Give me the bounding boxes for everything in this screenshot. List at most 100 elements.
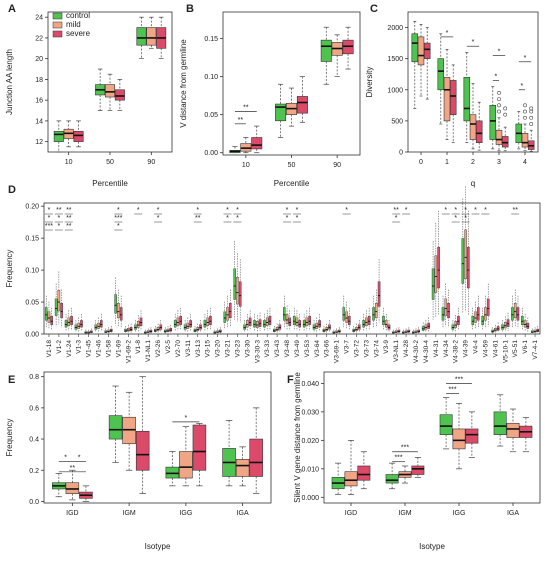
x-tick-label-d: V3-73 [363,340,370,358]
box-severe-d [298,320,301,328]
y-tick-label-b: 0.05 [204,112,218,119]
sig-star-f: *** [448,386,456,393]
box-severe-e [192,424,207,471]
box-control-f [385,474,399,484]
sig-star-d: ** [56,207,62,214]
box-severe-d [278,324,282,330]
x-tick-label-c: 2 [471,159,475,166]
box-control-d [54,298,58,316]
box-control-d [223,311,227,323]
box-control-d [134,324,137,330]
x-tick-label-d: V1-69 [115,340,122,358]
box-control-d [173,320,177,328]
sig-star-d: ** [195,215,201,222]
box-mild-a [105,84,115,98]
x-tick-label-d: V1-46 [96,340,103,358]
y-tick-label-e: 0.4 [29,437,39,444]
x-tick-label-d: V5-51 [512,340,519,358]
box-control-d [253,320,256,328]
box-mild-d [513,302,517,319]
x-tick-label-d: V3-66 [324,340,331,358]
x-tick-label-d: V3-64 [314,340,321,358]
box-severe-d [367,315,371,325]
outlier-point-c [523,103,527,108]
y-tick-label-f: 0.030 [301,409,319,416]
box-mild-d [186,322,190,329]
box-control-c [411,33,419,63]
box-control-a [136,27,147,46]
legend-swatch-control [52,12,63,20]
box-mild-d [325,327,328,331]
y-tick-label-b: 0.10 [204,74,218,81]
panel-label-f: F [287,374,294,386]
sig-star-d: * [58,223,61,230]
box-control-d [471,315,475,325]
x-tick-label-e: IGD [66,510,78,517]
box-control-d [501,324,504,330]
x-tick-label-d: V4-30-4 [423,340,430,364]
sig-star-e: * [78,455,81,462]
x-tick-label-d: V3-48 [284,340,291,358]
x-tick-label-f: IGA [507,510,519,517]
box-severe-d [447,302,450,319]
y-tick-label-f: 0.000 [301,495,319,502]
box-mild-d [523,320,527,328]
sig-star-d: * [286,207,289,214]
box-severe-d [209,315,212,325]
x-tick-label-d: V2-26 [155,340,162,358]
box-mild-c [521,133,529,148]
y-tick-label-a: 16 [35,98,43,105]
box-severe-a [114,89,125,101]
box-mild-e [179,451,193,479]
box-severe-d [318,320,321,328]
box-severe-d [437,246,440,289]
box-severe-d [139,317,143,326]
x-tick-label-b: 10 [242,162,250,169]
x-tick-label-d: V3-13 [195,340,202,358]
box-severe-f [411,465,425,475]
box-severe-d [189,320,192,328]
box-control-d [421,326,425,331]
outlier-point-c [529,115,534,120]
panel-label-a: A [8,3,16,15]
box-mild-a [146,27,157,46]
x-tick-label-d: V2-70 [175,340,182,358]
outlier-point-c [529,106,534,111]
sig-star-d: * [296,215,299,222]
box-mild-d [355,327,358,331]
sig-star-c: * [521,83,524,90]
box-control-d [183,324,187,330]
box-mild-f [452,428,466,450]
x-axis-label-c: q [471,179,475,188]
box-mild-d [236,277,239,305]
y-tick-label-d: 0.10 [25,268,39,275]
box-control-d [44,307,48,321]
box-mild-d [345,311,348,323]
box-mild-d [464,229,467,279]
box-control-c [489,105,497,140]
box-control-d [451,324,455,330]
x-tick-label-c: 4 [523,159,527,166]
x-tick-label-f: IGM [398,510,411,517]
box-severe-d [496,326,500,331]
x-tick-label-d: V1-NL1 [145,340,152,362]
box-severe-d [119,307,123,321]
x-tick-label-d: V4-30-2 [413,340,420,364]
y-tick-label-b: 0.15 [204,36,218,43]
sig-star-e: * [185,415,188,422]
x-axis-label-a: Percentile [92,179,128,188]
box-severe-d [387,324,391,330]
x-axis-label-f: Isotype [419,542,445,551]
box-mild-d [444,298,448,316]
sig-star-d: * [464,207,467,214]
sig-star-d: ** [66,223,72,230]
sig-star-d: * [48,207,51,214]
box-severe-d [169,327,173,332]
box-severe-d [50,315,53,325]
sig-star-c: * [472,39,475,46]
sig-star-d: * [196,207,199,214]
box-control-d [342,307,346,321]
box-control-d [283,307,286,321]
y-axis-label-c: Diversity [365,67,374,98]
outlier-point-c [497,97,501,102]
